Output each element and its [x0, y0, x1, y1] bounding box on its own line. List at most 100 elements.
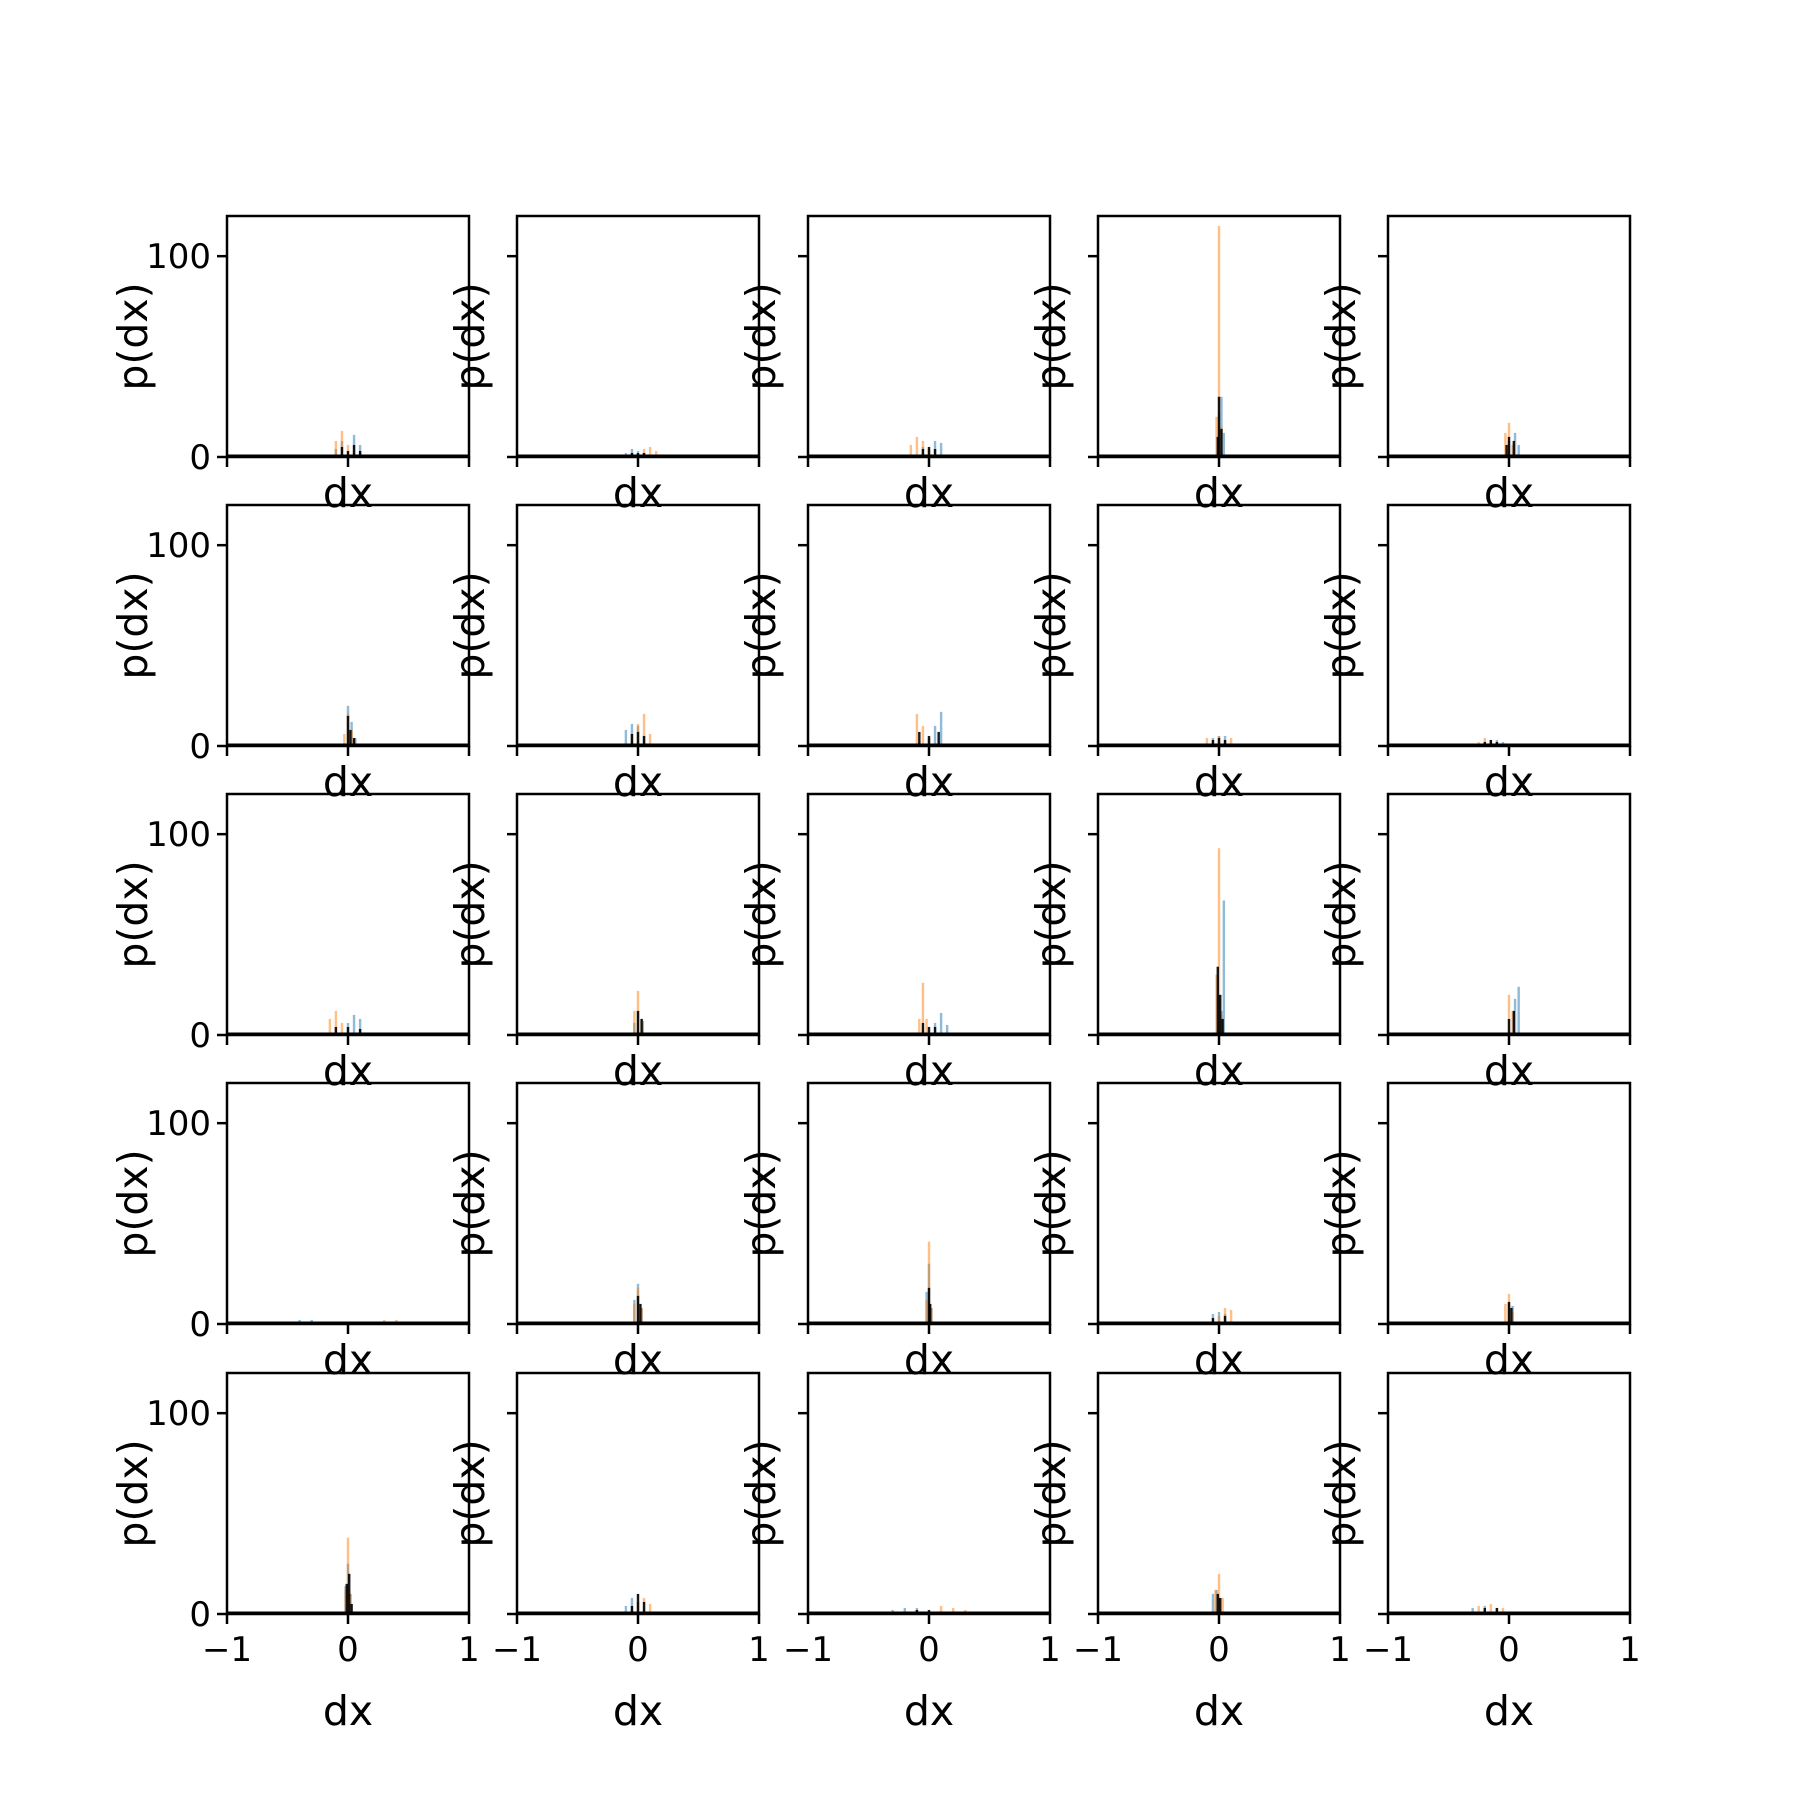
histogram-bar	[929, 1303, 932, 1324]
histogram-bar	[1219, 994, 1222, 1035]
y-axis-label: p(dx)	[1027, 860, 1075, 968]
x-tick-label: 1	[1329, 1630, 1351, 1670]
panel-mask	[1390, 1084, 1628, 1321]
series-3-group	[1507, 1010, 1516, 1035]
series-2-group	[925, 1241, 933, 1324]
panel-mask	[229, 1084, 467, 1321]
histogram-bar	[930, 1307, 933, 1324]
histogram-bar	[918, 731, 921, 746]
y-tick-label: 100	[146, 815, 211, 855]
histogram-bar	[1220, 428, 1223, 457]
y-axis-label: p(dx)	[737, 1439, 785, 1547]
y-tick-label: 100	[146, 526, 211, 566]
histogram-bar	[1211, 739, 1215, 746]
histogram-bar	[933, 448, 937, 457]
histogram-bar	[642, 735, 646, 746]
histogram-bar	[921, 982, 925, 1035]
x-tick-label: 1	[1619, 1630, 1641, 1670]
x-axis-label: dx	[1194, 1687, 1244, 1735]
series-3-group	[636, 1010, 643, 1035]
x-tick-label: −1	[1363, 1630, 1413, 1670]
histogram-bar	[939, 1012, 943, 1035]
histogram-bar	[636, 1593, 640, 1614]
histogram-bar	[1229, 1309, 1233, 1324]
axes-frame	[806, 214, 1052, 459]
series-3-group	[630, 1593, 646, 1614]
subplot-1-5: dx p(dx)	[1317, 214, 1632, 517]
histogram-bar	[636, 1295, 640, 1324]
histogram-bar	[1504, 1303, 1507, 1324]
histogram-bar	[350, 1603, 353, 1614]
histogram-bar	[1217, 226, 1221, 457]
histogram-bar	[334, 1010, 338, 1035]
series-3-group	[921, 446, 937, 457]
histogram-bar	[358, 1018, 362, 1035]
histogram-bar	[352, 737, 356, 746]
histogram-bar	[1216, 1593, 1219, 1614]
subplot-3-1: 0 100 dx p(dx)	[109, 792, 471, 1095]
histogram-bar	[933, 1026, 937, 1035]
series-3-group	[921, 1022, 937, 1035]
subplot-1-4: dx p(dx)	[1027, 214, 1342, 517]
series-3-group	[1211, 737, 1227, 746]
x-tick-label: 0	[1498, 1630, 1520, 1670]
histogram-bar	[1211, 1317, 1215, 1324]
x-axis-label: dx	[613, 1336, 663, 1384]
x-tick-label: 0	[337, 1630, 359, 1670]
histogram-bar	[340, 446, 344, 457]
y-axis-label: p(dx)	[737, 860, 785, 968]
histogram-bar	[1517, 444, 1520, 457]
series-2-group	[1477, 1603, 1505, 1614]
y-axis-label: p(dx)	[109, 1149, 157, 1257]
subplot-1-3: dx p(dx)	[737, 214, 1052, 517]
histogram-bar	[915, 436, 919, 457]
panel-mask	[1100, 506, 1338, 743]
histogram-bar	[1512, 440, 1516, 457]
subplot-3-2: dx p(dx)	[446, 792, 761, 1095]
histogram-bar	[642, 713, 646, 746]
histogram-bar	[1223, 739, 1227, 746]
histogram-bar	[921, 448, 925, 457]
panel-mask	[810, 795, 1048, 1032]
histogram-bar	[340, 1022, 344, 1035]
histogram-bar	[1510, 1307, 1513, 1324]
histogram-bar	[346, 450, 350, 457]
axes-frame	[1386, 214, 1632, 459]
histogram-bar	[1483, 1607, 1487, 1614]
histogram-bar	[1507, 1018, 1511, 1035]
histogram-bar	[636, 1010, 640, 1035]
x-axis-label: dx	[1484, 1687, 1534, 1735]
y-axis-label: p(dx)	[1317, 282, 1365, 390]
histogram-bar	[1221, 1018, 1224, 1035]
y-tick-label: 0	[189, 1016, 211, 1056]
x-tick-label: 0	[918, 1630, 940, 1670]
subplot-5-4: −1 0 1 dx p(dx)	[1027, 1371, 1351, 1735]
x-axis-label: dx	[613, 469, 663, 517]
histogram-bar	[1489, 1603, 1493, 1614]
histogram-bar	[933, 725, 937, 746]
y-axis-label: p(dx)	[446, 282, 494, 390]
subplot-4-2: dx p(dx)	[446, 1081, 761, 1384]
panel-mask	[810, 506, 1048, 743]
x-tick-label: −1	[202, 1630, 252, 1670]
histogram-bar	[1517, 986, 1520, 1035]
x-tick-label: 1	[748, 1630, 770, 1670]
y-axis-label: p(dx)	[1027, 282, 1075, 390]
subplot-2-3: dx p(dx)	[737, 503, 1052, 806]
histogram-bar	[358, 444, 362, 457]
histogram-bar	[937, 731, 940, 746]
x-axis-label: dx	[323, 1047, 373, 1095]
histogram-bar	[1507, 436, 1511, 457]
x-axis-label: dx	[904, 1047, 954, 1095]
subplot-4-1: 0 100 dx p(dx)	[109, 1081, 471, 1384]
subplot-4-3: dx p(dx)	[737, 1081, 1052, 1384]
histogram-bar	[921, 1022, 925, 1035]
x-axis-label: dx	[1484, 1336, 1534, 1384]
subplot-3-4: dx p(dx)	[1027, 792, 1342, 1095]
series-3-group	[1216, 966, 1224, 1035]
histogram-bar	[1495, 1607, 1499, 1614]
series-3-group	[927, 1287, 932, 1324]
histogram-bar	[630, 1597, 634, 1614]
histogram-bar	[633, 1303, 636, 1324]
y-axis-label: p(dx)	[1317, 860, 1365, 968]
